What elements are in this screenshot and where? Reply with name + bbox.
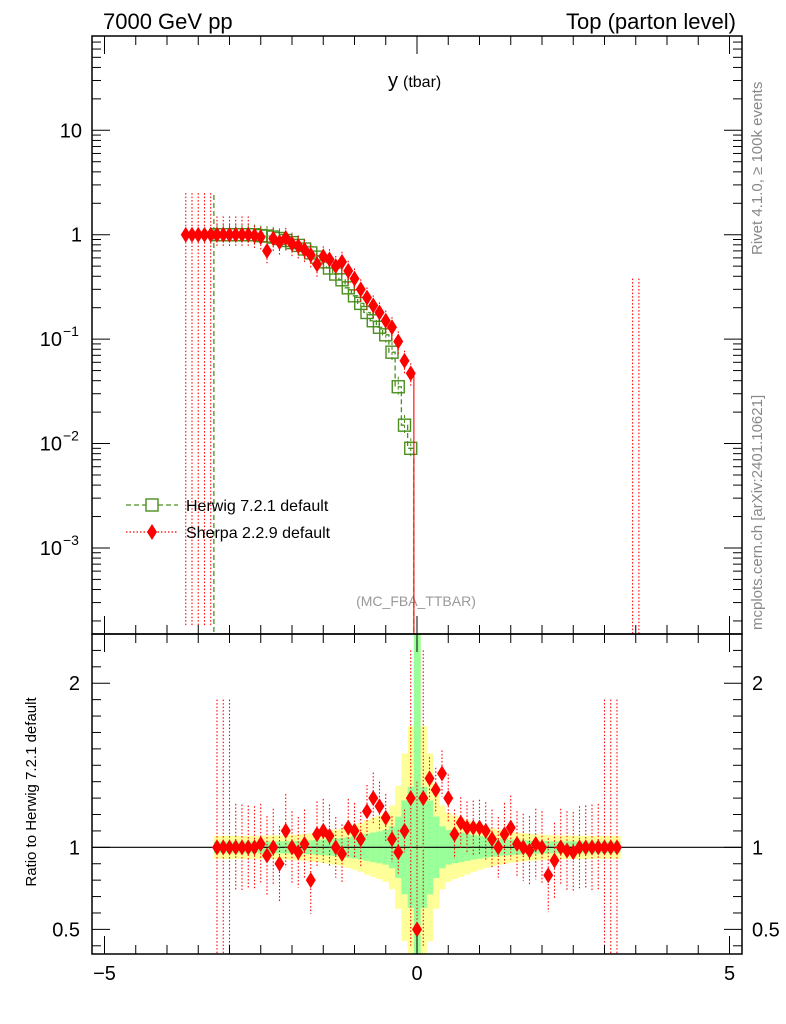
sherpa-ratio-point (306, 872, 316, 888)
main-plot-frame (92, 36, 742, 634)
sherpa-point (400, 353, 410, 369)
herwig-step-line (214, 235, 617, 637)
y-tick-label: 1 (71, 225, 82, 247)
ratio-y-tick-label-right: 2 (752, 673, 763, 695)
mcplots-label: mcplots.cern.ch [arXiv:2401.10621] (749, 395, 766, 630)
ratio-y-tick-label: 1 (69, 837, 80, 859)
y-tick-label: 10 (60, 120, 82, 142)
legend: Herwig 7.2.1 default Sherpa 2.2.9 defaul… (126, 498, 331, 542)
sherpa-ratio-point (443, 790, 453, 806)
ratio-y-tick-label: 2 (69, 673, 80, 695)
y-tick-label: 10 (40, 434, 62, 456)
rivet-label: Rivet 4.1.0, ≥ 100k events (749, 82, 766, 255)
y-tick-label-exponent: −2 (63, 428, 79, 444)
x-tick-label: 5 (724, 963, 735, 985)
sherpa-ratio-point (437, 765, 447, 781)
sherpa-point (393, 333, 403, 349)
ratio-ylabel: Ratio to Herwig 7.2.1 default (23, 697, 40, 887)
y-tick-label-exponent: −3 (63, 532, 79, 548)
plot-title-suffix: (tbar) (403, 74, 441, 91)
legend-sherpa-label: Sherpa 2.2.9 default (186, 525, 331, 542)
ratio-y-tick-label-right: 1 (752, 837, 763, 859)
plot-title: y (388, 70, 398, 92)
process-label: Top (parton level) (566, 9, 736, 34)
sherpa-series (181, 193, 661, 636)
ratio-y-tick-label-right: 0.5 (752, 919, 780, 941)
y-tick-label-exponent: −1 (63, 323, 79, 339)
ratio-uncertainty-bands (214, 634, 621, 954)
analysis-label: (MC_FBA_TTBAR) (356, 593, 476, 609)
energy-label: 7000 GeV pp (103, 9, 233, 34)
y-tick-label: 10 (40, 538, 62, 560)
x-tick-label: 0 (411, 963, 422, 985)
legend-herwig-marker (146, 499, 158, 511)
legend-herwig-label: Herwig 7.2.1 default (186, 498, 329, 515)
sherpa-ratio-point (543, 867, 553, 883)
sherpa-point (262, 243, 272, 259)
sherpa-ratio-point (362, 803, 372, 819)
x-tick-label: −5 (93, 963, 116, 985)
band-inner-mirror (414, 634, 421, 954)
ratio-y-tick-label: 0.5 (52, 919, 80, 941)
chart-canvas: 7000 GeV pp Top (parton level) Rivet 4.1… (0, 0, 786, 1024)
y-tick-label: 10 (40, 329, 62, 351)
legend-sherpa-marker (147, 524, 157, 540)
